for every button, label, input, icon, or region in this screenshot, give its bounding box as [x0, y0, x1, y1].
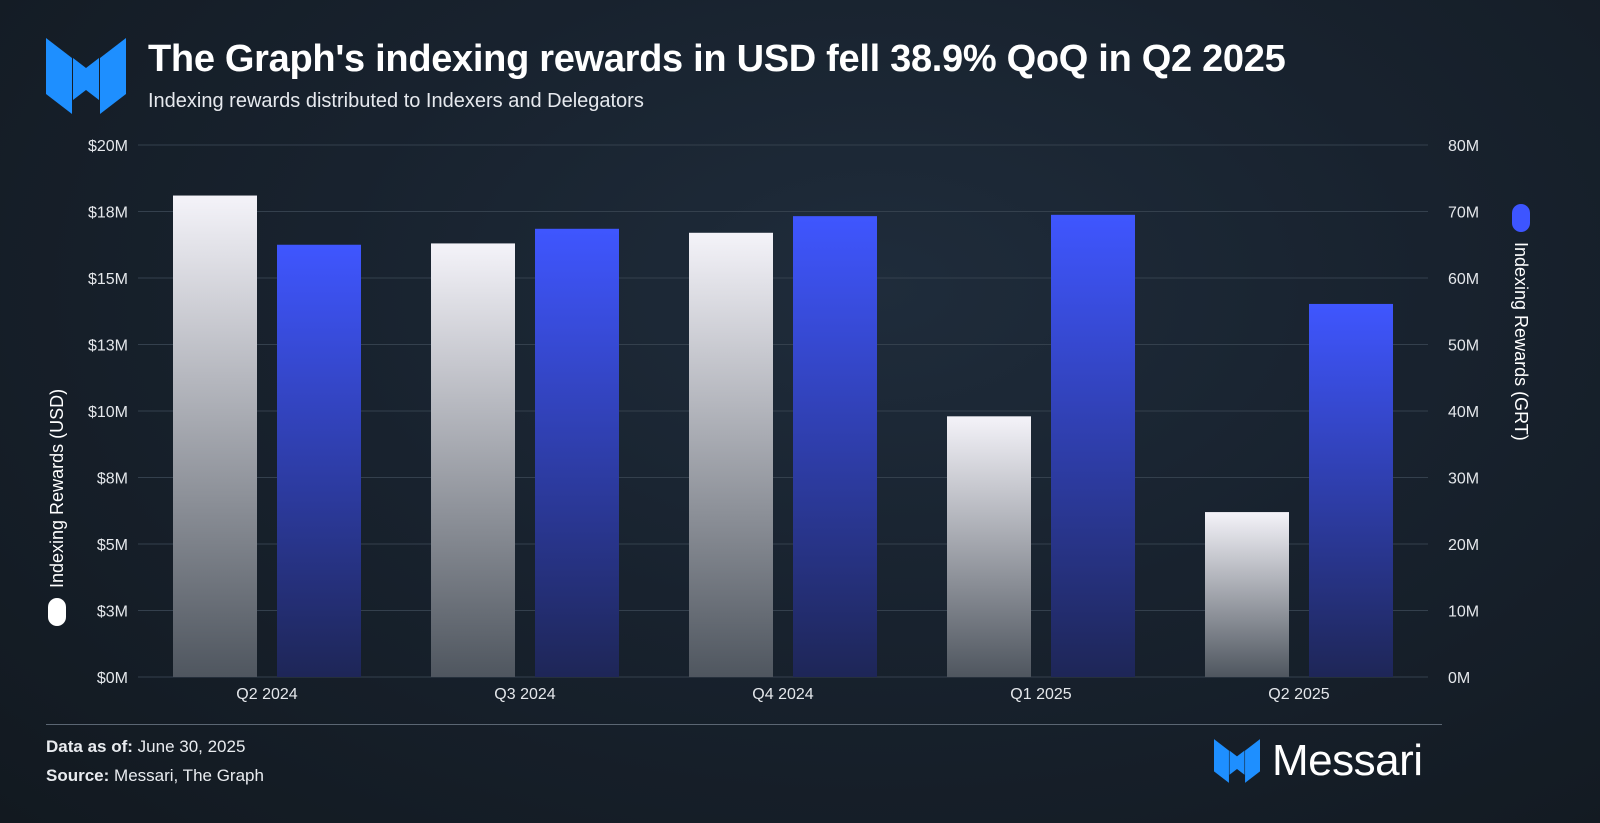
- legend-swatch-usd: [48, 598, 66, 626]
- y-right-tick-label: 50M: [1448, 338, 1479, 355]
- messari-brand: Messari: [1214, 736, 1423, 785]
- y-left-tick-label: $3M: [97, 604, 128, 621]
- y-right-tick-label: 80M: [1448, 138, 1479, 155]
- legend-swatch-grt: [1512, 204, 1530, 232]
- y-left-tick-label: $13M: [88, 338, 128, 355]
- bar-usd-q1-2025: [947, 416, 1031, 677]
- bar-grt-q1-2025: [1051, 214, 1135, 677]
- x-tick-label: Q2 2024: [236, 686, 297, 703]
- bar-grt-q3-2024: [535, 228, 619, 678]
- bar-grt-q2-2024: [277, 244, 361, 677]
- x-tick-label: Q4 2024: [752, 686, 813, 703]
- y-left-tick-label: $8M: [97, 471, 128, 488]
- y-right-axis-label: Indexing Rewards (GRT): [1511, 242, 1531, 441]
- bar-usd-q3-2024: [431, 243, 515, 678]
- data-as-of: Data as of: June 30, 2025: [46, 737, 245, 757]
- bars: [173, 195, 1393, 678]
- y-right-tick-label: 0M: [1448, 670, 1470, 687]
- as-of-value: June 30, 2025: [137, 737, 246, 756]
- y-left-tick-label: $10M: [88, 404, 128, 421]
- data-source: Source: Messari, The Graph: [46, 766, 264, 786]
- y-right-tick-label: 20M: [1448, 537, 1479, 554]
- y-left-tick-label: $18M: [88, 205, 128, 222]
- footer-divider: [46, 724, 1442, 725]
- chart-subtitle: Indexing rewards distributed to Indexers…: [148, 90, 644, 112]
- as-of-label: Data as of:: [46, 737, 133, 756]
- y-left-tick-label: $5M: [97, 537, 128, 554]
- y-left-tick-label: $0M: [97, 670, 128, 687]
- y-left-tick-label: $15M: [88, 271, 128, 288]
- y-left-axis-title: Indexing Rewards (USD): [47, 389, 67, 626]
- bar-usd-q4-2024: [689, 232, 773, 677]
- x-tick-label: Q3 2024: [494, 686, 555, 703]
- y-right-tick-label: 70M: [1448, 205, 1479, 222]
- source-value: Messari, The Graph: [114, 766, 264, 785]
- y-left-axis-label: Indexing Rewards (USD): [47, 389, 67, 588]
- x-tick-label: Q1 2025: [1010, 686, 1071, 703]
- y-right-axis-title: Indexing Rewards (GRT): [1511, 204, 1531, 441]
- y-left-tick-label: $20M: [88, 138, 128, 155]
- messari-mark-icon: [1214, 739, 1260, 783]
- y-right-tick-label: 30M: [1448, 471, 1479, 488]
- y-right-tick-label: 40M: [1448, 404, 1479, 421]
- bar-usd-q2-2024: [173, 195, 257, 678]
- axes: $0M $3M $5M $8M $10M $13M $15M $18M $20M 0M 10M 20M…: [47, 138, 1531, 703]
- bar-grt-q2-2025: [1309, 303, 1393, 677]
- y-right-tick-label: 10M: [1448, 604, 1479, 621]
- bar-grt-q4-2024: [793, 216, 877, 677]
- messari-logo-icon: [46, 38, 126, 114]
- source-label: Source:: [46, 766, 110, 785]
- brand-name: Messari: [1272, 736, 1423, 785]
- bar-usd-q2-2025: [1205, 512, 1289, 677]
- chart-title: The Graph's indexing rewards in USD fell…: [148, 38, 1286, 80]
- x-tick-label: Q2 2025: [1268, 686, 1329, 703]
- y-right-tick-label: 60M: [1448, 271, 1479, 288]
